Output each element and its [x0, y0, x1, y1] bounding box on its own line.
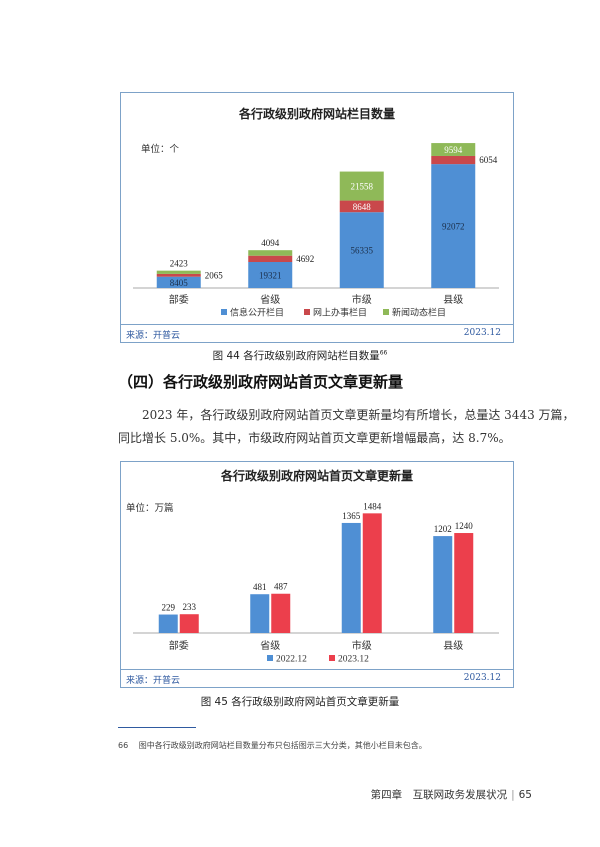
section-paragraph: 2023 年，各行政级别政府网站首页文章更新量均有所增长，总量达 3443 万篇… [118, 404, 575, 450]
tick-label-省级: 省级 [260, 293, 280, 306]
data-label-部委-信息公开栏目: 8405 [170, 278, 189, 288]
bar-省级-信息公开栏目 [248, 262, 293, 288]
figure-45-date: 2023.12 [463, 673, 501, 683]
data-label-县级-网上办事栏目: 6054 [479, 155, 498, 165]
bar-部委-2022.12 [158, 614, 178, 633]
tick-label-县级: 县级 [443, 640, 463, 652]
data-label-部委-2022.12: 229 [162, 603, 176, 613]
bar-县级-2022.12 [433, 536, 453, 633]
tick-label-市级: 市级 [352, 639, 372, 652]
bar-省级-新闻动态栏目 [248, 250, 293, 256]
paragraph-line-2: 同比增长 5.0%。其中，市级政府网站首页文章更新增幅最高，达 8.7%。 [118, 431, 511, 445]
legend-swatch-2022.12 [267, 655, 273, 661]
figure-45-unit: 单位：万篇 [126, 503, 174, 514]
bar-市级-新闻动态栏目 [339, 171, 384, 201]
legend-swatch-2023.12 [329, 655, 335, 661]
bar-市级-2023.12 [362, 513, 382, 633]
data-label-部委-新闻动态栏目: 2423 [170, 259, 189, 269]
figure-45-source-bar: 来源：开普云 2023.12 [121, 669, 513, 687]
tick-label-部委: 部委 [169, 293, 189, 306]
bar-省级-2022.12 [250, 594, 270, 633]
data-label-省级-2022.12: 481 [253, 582, 267, 592]
tick-label-市级: 市级 [352, 293, 372, 306]
bar-部委-2023.12 [179, 614, 199, 633]
data-label-市级-信息公开栏目: 56335 [351, 246, 374, 256]
legend-label-2022.12: 2022.12 [276, 655, 307, 665]
tick-label-县级: 县级 [443, 294, 463, 306]
data-label-县级-2023.12: 1240 [455, 521, 474, 531]
bar-县级-网上办事栏目 [431, 155, 476, 165]
data-label-省级-2023.12: 487 [274, 582, 288, 592]
tick-label-省级: 省级 [260, 639, 280, 652]
legend-swatch-网上办事栏目 [304, 309, 310, 315]
page-footer: 第四章 互联网政务发展状况 | 65 [370, 789, 532, 801]
section-heading: （四）各行政级别政府网站首页文章更新量 [118, 373, 404, 391]
data-label-县级-新闻动态栏目: 9594 [444, 145, 463, 155]
bar-市级-信息公开栏目 [339, 212, 384, 288]
legend-swatch-新闻动态栏目 [383, 309, 389, 315]
data-label-部委-网上办事栏目: 2065 [205, 270, 224, 280]
data-label-部委-2023.12: 233 [183, 602, 197, 612]
bar-省级-网上办事栏目 [248, 255, 293, 263]
footnote-number: 66 [118, 741, 129, 750]
footnote-rule [118, 727, 196, 728]
figure-45-caption: 图 45 各行政级别政府网站首页文章更新量 [200, 696, 400, 708]
figure-44-chart: 8405 2065 2423 部委 19321 4692 4094 省级 56335 8648 21… [133, 143, 499, 319]
figure-44-source-bar: 来源：开普云 2023.12 [121, 324, 513, 342]
bar-部委-新闻动态栏目 [156, 270, 201, 274]
page-number: 65 [518, 789, 532, 801]
data-label-县级-2022.12: 1202 [434, 524, 452, 534]
footnote-ref-66[interactable]: 66 [379, 349, 388, 357]
figure-45-title: 各行政级别政府网站首页文章更新量 [220, 469, 413, 483]
data-label-市级-网上办事栏目: 8648 [353, 202, 372, 212]
data-label-省级-信息公开栏目: 19321 [259, 271, 282, 281]
legend-label-信息公开栏目: 信息公开栏目 [230, 307, 284, 319]
legend-label-新闻动态栏目: 新闻动态栏目 [392, 307, 446, 319]
figure-45-source: 来源：开普云 [126, 676, 181, 686]
bar-部委-网上办事栏目 [156, 273, 201, 277]
figure-44-source: 来源：开普云 [126, 331, 181, 341]
figure-44-box: 各行政级别政府网站栏目数量 单位：个 8405 2065 2423 部委 19321 46… [120, 92, 514, 343]
paragraph-line-1: 2023 年，各行政级别政府网站首页文章更新量均有所增长，总量达 3443 万篇… [142, 408, 575, 422]
tick-label-部委: 部委 [169, 639, 189, 652]
data-label-市级-2022.12: 1365 [342, 511, 361, 521]
figure-44-caption: 图 44 各行政级别政府网站栏目数量66 [0, 348, 600, 363]
bar-部委-信息公开栏目 [156, 276, 201, 288]
data-label-省级-新闻动态栏目: 4094 [261, 238, 280, 248]
bar-县级-2023.12 [454, 533, 474, 633]
bar-市级-网上办事栏目 [339, 200, 384, 213]
data-label-省级-网上办事栏目: 4692 [296, 254, 314, 264]
footnote: 66 图中各行政级别政府网站栏目数量分布只包括图示三大分类，其他小栏目未包含。 [118, 740, 427, 751]
figure-44-unit: 单位：个 [141, 144, 180, 155]
bar-县级-信息公开栏目 [431, 164, 476, 288]
figure-44-caption-text: 图 44 各行政级别政府网站栏目数量 [212, 350, 380, 362]
footnote-text: 图中各行政级别政府网站栏目数量分布只包括图示三大分类，其他小栏目未包含。 [138, 741, 427, 750]
legend-label-网上办事栏目: 网上办事栏目 [313, 307, 367, 319]
data-label-市级-2023.12: 1484 [363, 501, 382, 511]
figure-44-title: 各行政级别政府网站栏目数量 [238, 107, 395, 121]
legend-swatch-信息公开栏目 [221, 309, 227, 315]
figure-45-box: 各行政级别政府网站首页文章更新量 单位：万篇 229 233 部委 481 487 省级 1… [120, 461, 514, 688]
footer-chapter: 第四章 互联网政务发展状况 [370, 789, 508, 801]
bar-县级-新闻动态栏目 [431, 143, 476, 156]
data-label-县级-信息公开栏目: 92072 [442, 222, 465, 232]
figure-44-date: 2023.12 [463, 328, 501, 338]
legend-label-2023.12: 2023.12 [338, 655, 369, 665]
data-label-市级-新闻动态栏目: 21558 [351, 182, 374, 192]
bar-省级-2023.12 [271, 593, 291, 633]
bar-市级-2022.12 [341, 522, 361, 633]
